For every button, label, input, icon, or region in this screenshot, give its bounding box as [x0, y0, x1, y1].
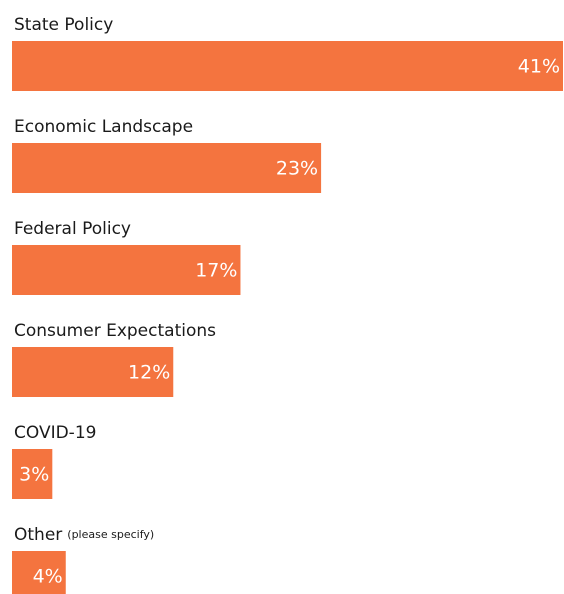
category-label: Consumer Expectations: [14, 321, 216, 341]
bar: [12, 449, 53, 499]
category-name: State Policy: [14, 15, 113, 35]
bar: [12, 143, 322, 193]
category-name: COVID-19: [14, 423, 96, 443]
value-label: 23%: [276, 158, 318, 180]
category-name: Consumer Expectations: [14, 321, 216, 341]
bar: [12, 347, 174, 397]
category-label: Federal Policy: [14, 219, 131, 239]
category-label: Other (please specify): [14, 525, 154, 545]
category-label: State Policy: [14, 15, 113, 35]
bar: [12, 41, 563, 91]
category-label: Economic Landscape: [14, 117, 193, 137]
value-label: 3%: [19, 464, 49, 486]
bar: [12, 551, 66, 594]
category-label: COVID-19: [14, 423, 96, 443]
category-name: Other: [14, 525, 62, 545]
value-label: 12%: [128, 362, 170, 384]
category-name: Economic Landscape: [14, 117, 193, 137]
value-label: 41%: [518, 56, 560, 78]
bar: [12, 245, 241, 295]
value-label: 17%: [195, 260, 237, 282]
category-name: Federal Policy: [14, 219, 131, 239]
category-note: (please specify): [67, 528, 154, 541]
value-label: 4%: [33, 566, 63, 588]
